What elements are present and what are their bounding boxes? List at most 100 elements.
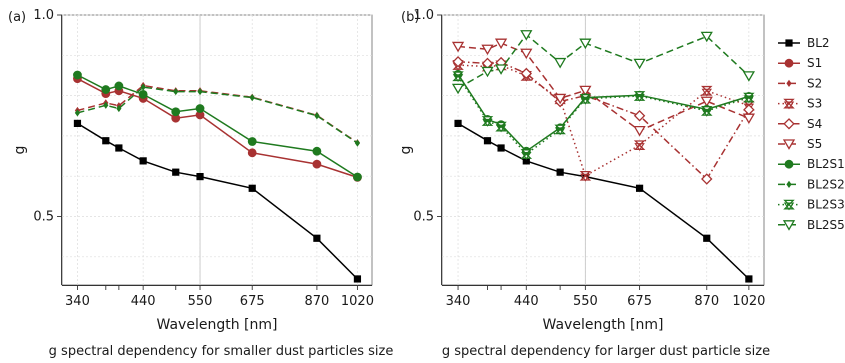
data-point-bl2s5 xyxy=(554,57,567,69)
legend-item-s4: S4 xyxy=(778,117,822,131)
series-bl2s1 xyxy=(73,70,362,182)
data-point-s3-inner xyxy=(701,88,712,97)
data-point-bl2 xyxy=(353,275,362,283)
data-point-bl2s2 xyxy=(74,109,81,117)
data-point-bl2s1 xyxy=(353,172,362,182)
x-tick-label: 340 xyxy=(446,294,471,309)
panel-a-y-ticks: 0.5 1.0 xyxy=(33,8,62,285)
data-point-bl2 xyxy=(745,275,753,283)
series-line-s2 xyxy=(77,84,358,144)
legend-marker xyxy=(784,58,794,68)
panel-a-label: (a) xyxy=(8,10,26,25)
panel-b-x-ticks: 340 440 550 675 870 1020 xyxy=(442,285,765,309)
data-point-bl2 xyxy=(115,144,123,152)
x-tick-label: 1020 xyxy=(732,294,765,309)
data-point-bl2s2 xyxy=(103,101,109,109)
x-tick-label: 870 xyxy=(304,294,329,309)
data-point-bl2s5 xyxy=(481,66,494,78)
x-tick-label: 1020 xyxy=(341,294,374,309)
data-point-bl2s2 xyxy=(249,94,255,102)
data-point-bl2s2 xyxy=(116,104,122,113)
legend-label: S3 xyxy=(807,97,822,111)
panel-b-series xyxy=(451,30,755,283)
data-point-s4 xyxy=(520,67,533,80)
data-point-s5 xyxy=(494,38,508,50)
data-point-s5 xyxy=(451,41,465,53)
legend-label: BL2S1 xyxy=(807,157,845,171)
data-point-s4 xyxy=(701,173,713,185)
data-point-bl2s2 xyxy=(354,139,361,147)
legend-marker xyxy=(782,220,796,231)
data-point-s5 xyxy=(554,93,567,105)
panel-a-series xyxy=(73,70,362,283)
data-point-bl2 xyxy=(196,172,204,181)
legend-label: BL2 xyxy=(807,36,830,50)
data-point-s5 xyxy=(742,113,755,125)
data-point-bl2s3-inner xyxy=(521,151,532,160)
x-tick-label: 440 xyxy=(514,294,539,309)
data-point-bl2s3-inner xyxy=(482,118,493,127)
data-point-s5 xyxy=(481,44,494,56)
data-point-bl2 xyxy=(483,137,492,145)
data-point-s1 xyxy=(247,148,257,158)
legend-item-bl2s3: BL2S3 xyxy=(778,198,845,212)
panel-a-y-axis-title: g xyxy=(12,146,28,155)
data-point-bl2 xyxy=(703,234,711,242)
data-point-bl2s5 xyxy=(742,71,755,82)
data-point-bl2 xyxy=(556,168,564,176)
panel-a-plot-area xyxy=(61,14,373,286)
data-point-bl2s1 xyxy=(101,85,111,94)
legend-label: BL2S5 xyxy=(807,218,845,232)
data-point-bl2s5 xyxy=(700,31,713,43)
data-point-bl2 xyxy=(313,234,321,242)
data-point-bl2s5 xyxy=(494,64,508,75)
data-point-bl2s3-inner xyxy=(580,96,591,105)
data-point-bl2s5 xyxy=(451,83,465,95)
data-point-bl2 xyxy=(139,157,147,165)
data-point-bl2s3-inner xyxy=(634,93,645,102)
series-bl2s2 xyxy=(74,83,361,147)
data-point-bl2s1 xyxy=(312,146,322,156)
data-point-bl2s5 xyxy=(579,38,592,50)
data-point-s5 xyxy=(579,85,592,97)
legend-item-bl2: BL2 xyxy=(778,36,830,50)
y-tick-label: 0.5 xyxy=(413,209,434,224)
x-tick-label: 675 xyxy=(240,294,265,309)
data-point-bl2s3 xyxy=(700,106,713,116)
data-point-s3-inner xyxy=(580,173,591,182)
legend-marker xyxy=(786,79,792,87)
panel-a-x-axis-title: Wavelength [nm] xyxy=(157,317,278,333)
data-point-s3-inner xyxy=(634,143,645,151)
legend-item-s2: S2 xyxy=(778,76,822,90)
legend-marker xyxy=(786,180,792,188)
legend-label: BL2S3 xyxy=(807,198,845,212)
data-point-bl2s1 xyxy=(195,104,205,113)
panel-a-x-ticks: 340 440 550 675 870 1020 xyxy=(62,285,374,309)
data-point-s1 xyxy=(312,159,322,169)
data-point-bl2 xyxy=(497,144,505,152)
legend-item-s3: S3 xyxy=(778,97,822,111)
data-point-bl2 xyxy=(522,157,530,165)
panel-b-caption: g spectral dependency for larger dust pa… xyxy=(442,344,770,359)
x-tick-label: 550 xyxy=(188,294,213,309)
panel-b-label: (b) xyxy=(401,10,419,25)
legend-label: S1 xyxy=(807,56,822,70)
data-point-bl2s3-inner xyxy=(554,127,566,136)
data-point-s5 xyxy=(633,126,646,137)
legend-item-bl2s5: BL2S5 xyxy=(778,218,845,232)
data-point-bl2s3-inner xyxy=(452,74,464,83)
panel-b-y-axis-title: g xyxy=(398,146,414,155)
legend-label: S4 xyxy=(807,117,822,131)
data-point-bl2 xyxy=(73,119,82,128)
data-point-bl2s5 xyxy=(633,58,646,70)
legend-label: S2 xyxy=(807,76,822,90)
data-point-bl2 xyxy=(635,184,644,192)
y-tick-label: 1.0 xyxy=(413,8,434,23)
data-point-bl2s1 xyxy=(138,89,148,99)
data-point-s1 xyxy=(195,110,205,120)
data-point-bl2s2 xyxy=(173,87,179,96)
series-bl2s5 xyxy=(451,30,755,95)
series-bl2 xyxy=(73,119,362,283)
